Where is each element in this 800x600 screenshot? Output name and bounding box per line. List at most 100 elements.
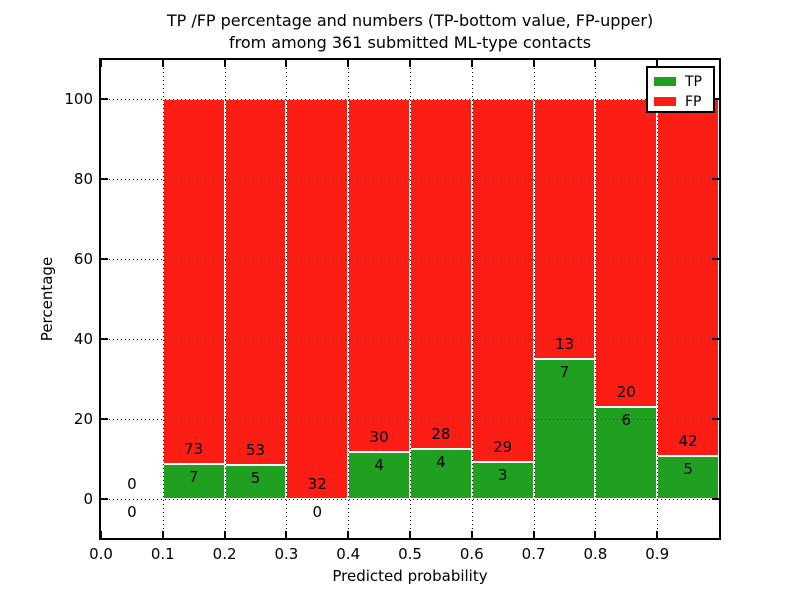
x-tickmark-top-0.4 bbox=[347, 60, 350, 67]
x-axis-label: Predicted probability bbox=[332, 567, 488, 585]
y-tickmark-left-20 bbox=[101, 418, 108, 420]
y-tick-label-60: 60 bbox=[73, 250, 93, 268]
x-gridline-0.9 bbox=[657, 60, 659, 538]
tp-count-label-3: 0 bbox=[312, 503, 323, 521]
x-tickmark-bottom-0.5 bbox=[409, 531, 411, 538]
y-tick-label-0: 0 bbox=[83, 490, 93, 508]
tp-count-label-0: 0 bbox=[127, 503, 137, 521]
y-tickmark-left-0 bbox=[101, 498, 108, 500]
x-gridline-0.6 bbox=[471, 60, 473, 538]
tp-count-label-8: 6 bbox=[621, 410, 632, 429]
x-gridline-0.1 bbox=[162, 60, 164, 538]
x-gridline-0.4 bbox=[348, 60, 350, 538]
x-tickmark-top-0.2 bbox=[223, 60, 226, 67]
y-tickmark-right-40 bbox=[712, 338, 719, 340]
legend-swatch-tp-icon bbox=[654, 77, 676, 86]
x-tickmark-top-0.1 bbox=[161, 60, 164, 67]
x-tick-label-0.5: 0.5 bbox=[398, 545, 422, 563]
fp-count-label-9: 42 bbox=[678, 432, 698, 451]
bar-tp-9 bbox=[657, 456, 719, 499]
x-tickmark-bottom-0.4 bbox=[347, 531, 350, 538]
bar-fp-6 bbox=[471, 99, 534, 462]
fp-count-label-1: 73 bbox=[184, 440, 204, 458]
legend-swatch-fp-icon bbox=[654, 97, 676, 106]
fp-count-label-4: 30 bbox=[369, 427, 389, 446]
y-tickmark-right-20 bbox=[712, 418, 719, 420]
y-gridline-0 bbox=[101, 499, 719, 500]
x-tickmark-bottom-0.3 bbox=[285, 531, 288, 538]
chart-title: TP /FP percentage and numbers (TP-bottom… bbox=[101, 10, 719, 54]
y-tickmark-right-0 bbox=[712, 498, 719, 500]
x-tick-label-0.9: 0.9 bbox=[645, 545, 670, 563]
bar-fp-5 bbox=[410, 99, 472, 449]
legend-label-fp: FP bbox=[685, 93, 702, 110]
bar-tp-5 bbox=[410, 449, 472, 499]
y-tick-label-40: 40 bbox=[73, 330, 93, 348]
x-tickmark-bottom-0.6 bbox=[470, 531, 473, 538]
fp-count-label-0: 0 bbox=[127, 475, 137, 493]
x-tick-label-0.7: 0.7 bbox=[521, 545, 546, 563]
y-gridline-20 bbox=[101, 419, 719, 420]
fp-count-label-2: 53 bbox=[245, 440, 266, 459]
y-tick-label-100: 100 bbox=[64, 90, 93, 108]
bar-fp-3 bbox=[286, 99, 349, 499]
x-tickmark-bottom-0.0 bbox=[100, 531, 102, 538]
x-tick-label-0.8: 0.8 bbox=[583, 545, 608, 563]
y-tickmark-right-100 bbox=[712, 98, 719, 100]
bar-fp-2 bbox=[224, 99, 287, 465]
fp-count-label-3: 32 bbox=[307, 475, 327, 493]
y-tickmark-left-100 bbox=[101, 98, 108, 100]
x-tickmark-top-0.3 bbox=[285, 60, 288, 67]
y-gridline-100 bbox=[101, 99, 719, 100]
x-tick-label-0.1: 0.1 bbox=[150, 545, 175, 563]
x-tickmark-top-0.5 bbox=[409, 60, 411, 67]
x-tickmark-bottom-0.9 bbox=[656, 531, 659, 538]
bar-fp-1 bbox=[162, 99, 225, 464]
y-tickmark-left-40 bbox=[101, 338, 108, 340]
bar-tp-1 bbox=[162, 464, 225, 499]
y-tickmark-left-80 bbox=[101, 178, 108, 180]
x-tick-label-0.6: 0.6 bbox=[459, 545, 484, 563]
x-tickmark-bottom-0.7 bbox=[532, 531, 535, 538]
x-tickmark-top-0.8 bbox=[594, 60, 597, 67]
fp-count-label-5: 28 bbox=[431, 425, 451, 443]
x-gridline-0.8 bbox=[595, 60, 597, 538]
y-tick-label-20: 20 bbox=[73, 410, 93, 428]
x-tick-label-0.4: 0.4 bbox=[336, 545, 361, 563]
y-axis-label: Percentage bbox=[38, 256, 56, 342]
tp-count-label-5: 4 bbox=[436, 453, 446, 471]
bar-fp-9 bbox=[657, 99, 719, 457]
tp-count-label-2: 5 bbox=[250, 468, 261, 487]
y-gridline-80 bbox=[101, 179, 719, 180]
y-tickmark-right-60 bbox=[712, 258, 719, 260]
x-gridline-0.7 bbox=[533, 60, 535, 538]
legend-row-tp: TP bbox=[654, 72, 713, 91]
x-gridline-0.2 bbox=[224, 60, 226, 538]
x-tick-label-0.0: 0.0 bbox=[89, 545, 113, 563]
x-gridline-0.3 bbox=[286, 60, 288, 538]
tp-count-label-6: 3 bbox=[497, 465, 508, 484]
x-tickmark-bottom-0.1 bbox=[161, 531, 164, 538]
legend-label-tp: TP bbox=[685, 73, 702, 90]
bar-tp-7 bbox=[533, 359, 596, 499]
x-tickmark-top-0.9 bbox=[656, 60, 659, 67]
x-tickmark-bottom-0.8 bbox=[594, 531, 597, 538]
x-tickmark-top-0.7 bbox=[532, 60, 535, 67]
y-tickmark-left-60 bbox=[101, 258, 108, 260]
tp-count-label-7: 7 bbox=[559, 363, 570, 381]
x-tickmark-top-0.0 bbox=[100, 60, 102, 67]
chart-title-line2: from among 361 submitted ML-type contact… bbox=[228, 33, 592, 52]
y-gridline-40 bbox=[101, 339, 719, 340]
fp-count-label-6: 29 bbox=[493, 437, 513, 456]
x-tickmark-top-0.6 bbox=[470, 60, 473, 67]
bar-fp-7 bbox=[533, 99, 596, 359]
tp-count-label-4: 4 bbox=[374, 455, 384, 474]
legend-row-fp: FP bbox=[654, 92, 713, 111]
tp-count-label-9: 5 bbox=[683, 460, 693, 479]
y-tick-label-80: 80 bbox=[73, 170, 93, 188]
fp-count-label-7: 13 bbox=[554, 335, 575, 353]
x-gridline-0.5 bbox=[410, 60, 411, 538]
chart-title-line1: TP /FP percentage and numbers (TP-bottom… bbox=[166, 11, 654, 30]
plot-area: 0 0 73 7 53 5 32 0 30 4 28 4 29 3 13 7 20 6 42 5 bbox=[99, 58, 721, 540]
